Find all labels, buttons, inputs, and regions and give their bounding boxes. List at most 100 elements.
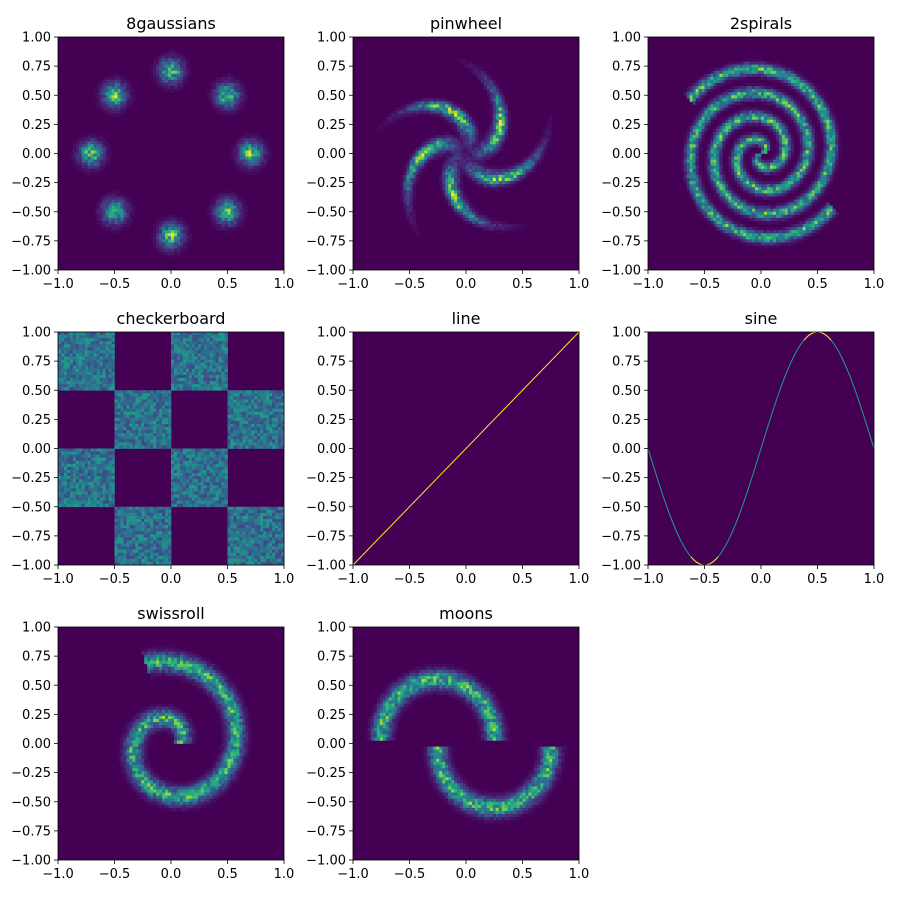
pinwheel-cell (409, 104, 413, 108)
8gaussians-cell (239, 86, 243, 90)
2spirals-cell (805, 208, 809, 213)
pinwheel-cell (489, 76, 494, 81)
8gaussians-cell (96, 141, 100, 145)
pinwheel-cell (474, 181, 479, 185)
2spirals-cell (710, 211, 714, 216)
pinwheel-cell (403, 113, 407, 118)
pinwheel-cell (427, 150, 431, 154)
8gaussians-cell (251, 156, 255, 160)
2spirals-cell (746, 89, 750, 93)
2spirals-cell (707, 104, 711, 108)
pinwheel-cell (516, 168, 520, 173)
pinwheel-cell (504, 122, 508, 127)
8gaussians-cell (108, 86, 112, 90)
pinwheel-cell (418, 159, 422, 164)
2spirals-cell (737, 196, 741, 200)
8gaussians-cell (90, 138, 95, 142)
2spirals-cell (784, 230, 789, 234)
2spirals-cell (722, 122, 726, 127)
2spirals-cell (772, 217, 777, 222)
2spirals-cell (799, 224, 803, 228)
8gaussians-cell (78, 165, 83, 170)
pinwheel-cell (468, 220, 473, 225)
2spirals-cell (749, 122, 753, 127)
2spirals-cell (716, 128, 720, 133)
8gaussians-cell (108, 193, 112, 197)
8gaussians-cell (117, 202, 121, 206)
pinwheel-cell (483, 171, 488, 176)
2spirals-cell (692, 159, 696, 164)
8gaussians-cell (96, 165, 100, 170)
pinwheel-cell (504, 178, 508, 182)
8gaussians-cell (99, 147, 103, 151)
pinwheel-cell (477, 211, 482, 216)
checkerboard-cell (182, 344, 187, 348)
checkerboard-cell (188, 347, 193, 351)
2spirals-cell (704, 211, 708, 216)
2spirals-cell (787, 67, 792, 72)
pinwheel-cell (471, 64, 476, 69)
8gaussians-cell (171, 76, 175, 81)
8gaussians-cell (227, 190, 231, 194)
pinwheel-cell (406, 113, 410, 118)
2spirals-cell (784, 141, 789, 145)
pinwheel-cell (498, 138, 503, 142)
2spirals-cell (817, 122, 821, 127)
2spirals-cell (743, 141, 747, 145)
2spirals-cell (775, 239, 780, 243)
pinwheel-cell (400, 113, 404, 118)
2spirals-cell (707, 153, 711, 157)
2spirals-cell (763, 208, 768, 213)
checkerboard-cell (176, 347, 181, 351)
2spirals-cell (749, 193, 753, 197)
2spirals-cell (740, 171, 744, 176)
8gaussians-cell (179, 227, 184, 231)
2spirals-cell (778, 67, 783, 72)
pinwheel-cell (498, 174, 503, 179)
8gaussians-cell (236, 202, 240, 206)
8gaussians-cell (245, 132, 249, 136)
checkerboard-cell (224, 347, 228, 351)
2spirals-cell (784, 113, 789, 118)
8gaussians-cell (176, 55, 181, 59)
2spirals-cell (796, 193, 800, 197)
pinwheel-cell (489, 98, 494, 102)
8gaussians-cell (105, 98, 109, 102)
checkerboard-cell (179, 344, 184, 348)
2spirals-cell (686, 150, 690, 154)
checkerboard-cell (194, 335, 199, 339)
pinwheel-cell (480, 73, 485, 78)
2spirals-cell (707, 73, 711, 78)
8gaussians-cell (117, 76, 121, 81)
2spirals-cell (713, 135, 717, 139)
2spirals-cell (695, 187, 699, 191)
2spirals-cell (728, 230, 732, 234)
pinwheel-cell (412, 153, 416, 157)
pinwheel-cell (477, 217, 482, 222)
checkerboard-cell (58, 350, 62, 354)
2spirals-cell (695, 190, 699, 194)
pinwheel-cell (397, 113, 401, 118)
8gaussians-cell (165, 49, 169, 53)
2spirals-cell (766, 138, 771, 142)
2spirals-cell (710, 199, 714, 203)
8gaussians-cell (162, 251, 166, 256)
2spirals-cell (719, 174, 723, 179)
pinwheel-cell (427, 147, 431, 151)
pinwheel-cell (418, 110, 422, 114)
pinwheel-cell (445, 150, 449, 154)
8gaussians-cell (215, 205, 219, 210)
2spirals-cell (686, 89, 690, 93)
pinwheel-cell (463, 202, 467, 206)
2spirals-cell (787, 101, 792, 105)
8gaussians-cell (96, 211, 100, 216)
2spirals-cell (740, 181, 744, 185)
8gaussians-cell (188, 73, 193, 78)
8gaussians-cell (221, 211, 225, 216)
pinwheel-cell (427, 162, 431, 167)
pinwheel-cell (412, 101, 416, 105)
2spirals-cell (775, 245, 780, 249)
pinwheel-cell (466, 132, 470, 136)
pinwheel-cell (549, 113, 553, 118)
2spirals-cell (775, 79, 780, 84)
